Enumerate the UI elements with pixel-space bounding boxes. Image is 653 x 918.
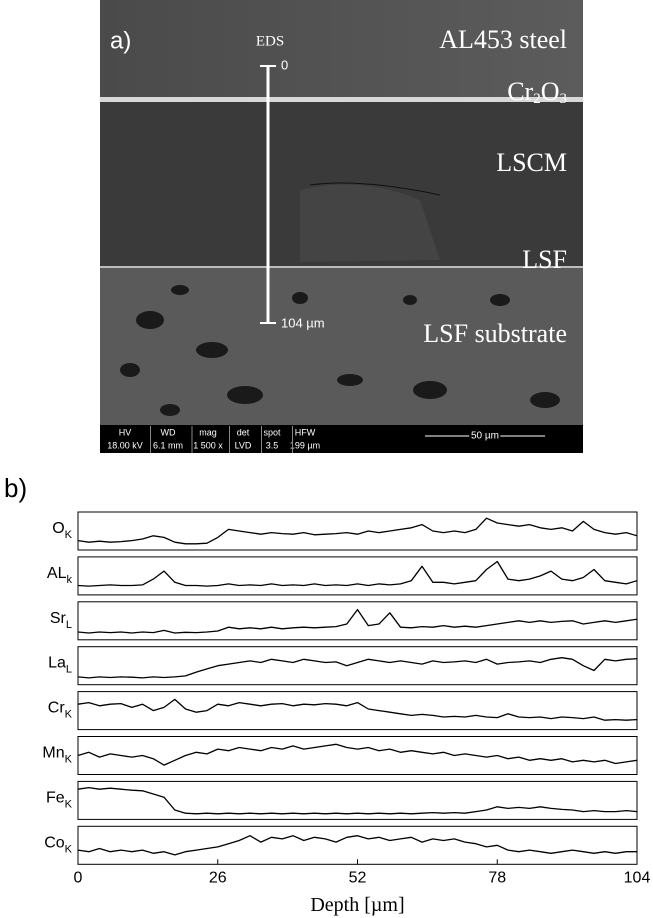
x-tick-label: 104: [624, 870, 651, 887]
layer-label: LSF substrate: [423, 319, 567, 348]
series-line: [77, 786, 638, 815]
plot-frame: [77, 601, 638, 641]
series-label: SrL: [50, 610, 72, 631]
subscript: K: [65, 798, 73, 810]
info-value: 199 µm: [290, 440, 320, 450]
layer-label: LSCM: [496, 148, 567, 177]
series-name: Sr: [50, 610, 67, 627]
texture: [300, 184, 440, 262]
series-name: Cr: [48, 700, 66, 717]
info-header: det: [237, 427, 250, 437]
series-line: [77, 657, 638, 679]
subscript: L: [66, 664, 72, 676]
info-header: HFW: [295, 427, 316, 437]
scale-bar-label: 50 µm: [471, 431, 499, 442]
series-name: O: [52, 520, 64, 537]
series-label: FeK: [46, 790, 73, 811]
series-line: [77, 560, 638, 587]
subscript: L: [66, 619, 72, 631]
steel-layer: [100, 0, 583, 98]
info-header: mag: [199, 427, 217, 437]
subscript: 3: [560, 91, 568, 107]
subscript: K: [65, 753, 73, 765]
series-label: LaL: [48, 655, 72, 676]
subscript: k: [67, 574, 73, 586]
info-value: 1 500 x: [193, 440, 223, 450]
series-label: ALk: [47, 565, 73, 586]
x-axis-label: Depth [µm]: [310, 894, 404, 916]
info-value: LVD: [235, 440, 252, 450]
info-value: 6.1 mm: [153, 440, 183, 450]
series-name: Co: [44, 835, 65, 852]
series-line: [77, 698, 638, 721]
x-tick-label: 78: [488, 870, 506, 887]
series-name: Mn: [42, 745, 64, 762]
crack: [309, 182, 441, 196]
panel-label: b): [4, 473, 27, 503]
pores: [120, 285, 560, 416]
sem-image: a) EDS 0 104 µm AL453 steel Cr2O3 LSCM L…: [100, 0, 583, 453]
plot-frame: [77, 691, 638, 731]
oxide-line: [100, 97, 583, 102]
series-label: CoK: [44, 835, 72, 856]
plot-frame: [77, 646, 638, 686]
series-name: La: [48, 655, 66, 672]
plot-frame: [77, 825, 638, 865]
series-line: [77, 743, 638, 766]
info-header: HV: [119, 427, 132, 437]
layer-label: AL453 steel: [439, 25, 567, 54]
x-tick-label: 26: [209, 870, 227, 887]
x-tick-label: 52: [349, 870, 367, 887]
series-line: [77, 608, 638, 634]
info-header: spot: [263, 427, 281, 437]
plot-frame: [77, 556, 638, 596]
subscript: K: [65, 529, 73, 541]
eds-label: EDS: [256, 33, 284, 49]
info-bar: [100, 425, 583, 453]
layer-label: LSF: [522, 245, 567, 274]
panel-label: a): [110, 27, 131, 54]
series-name: AL: [47, 565, 67, 582]
plot-frame: [77, 780, 638, 820]
plot-frame: [77, 511, 638, 551]
subscript: 2: [533, 91, 541, 107]
x-tick-label: 0: [74, 870, 83, 887]
info-value: 18.00 kV: [107, 440, 143, 450]
series-label: MnK: [42, 745, 72, 766]
formula-part: Cr: [507, 77, 533, 106]
info-value: 3.5: [266, 440, 279, 450]
layer-label: Cr2O3: [507, 77, 567, 107]
plot-frame: [77, 736, 638, 775]
series-label: CrK: [48, 700, 73, 721]
series-label: OK: [52, 520, 72, 541]
eds-start: 0: [281, 57, 288, 72]
series-line: [77, 517, 638, 545]
subscript: K: [65, 709, 73, 721]
subscript: K: [65, 843, 73, 855]
formula-part: O: [541, 77, 560, 106]
eds-end: 104 µm: [281, 315, 325, 330]
series-name: Fe: [46, 790, 65, 807]
series-line: [77, 835, 637, 856]
info-header: WD: [161, 427, 176, 437]
